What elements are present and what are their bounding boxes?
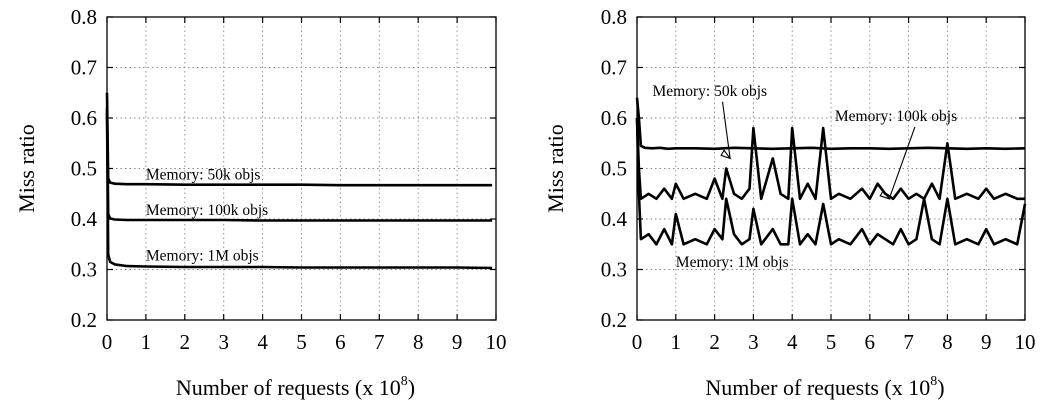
x-tick-label: 6 [865,330,876,354]
annotation-pointer [888,126,916,199]
series-annotation: Memory: 100k objs [835,108,957,125]
x-axis-label-close: ) [408,375,415,400]
series-line-2 [635,117,1025,201]
series-annotation: Memory: 100k objs [146,202,268,219]
y-tick-label: 0.7 [601,56,627,80]
y-tick-label: 0.2 [601,308,627,332]
series-line-1 [105,92,493,187]
annotation-arrowhead [720,149,732,160]
y-tick-label: 0.2 [71,308,97,332]
y-tick-label: 0.7 [71,56,97,80]
x-axis-label: Number of requests (x 108) [705,374,944,400]
y-tick-label: 0.4 [601,207,628,231]
series-annotation: Memory: 50k objs [146,167,261,184]
x-tick-label: 8 [413,330,424,354]
chart-right-memory-sizes: 0 1 2 3 4 5 6 7 8 9 10 0.2 0.3 0.4 0.5 0.6 0.7 0.8 Memory:… [543,5,1036,400]
y-axis-label: Miss ratio [14,124,39,213]
y-tick-label: 0.8 [71,5,97,29]
x-tick-label: 4 [787,330,798,354]
x-tick-label: 9 [981,330,992,354]
annotation-pointer [721,101,731,159]
x-tick-label: 7 [374,330,385,354]
y-tick-label: 0.3 [601,258,627,282]
x-tick-label: 1 [141,330,152,354]
x-tick-label: 6 [335,330,346,354]
x-tick-label: 3 [218,330,229,354]
chart-left-memory-sizes: 0 1 2 3 4 5 6 7 8 9 10 0.2 0.3 0.4 0.5 0.6 0.7 0.8 Memory:… [14,5,507,400]
series-line-1 [635,97,1026,151]
x-axis-label-main: Number of requests (x 10 [176,375,401,400]
x-axis-label-close: ) [937,375,944,400]
y-tick-label: 0.5 [601,157,627,181]
x-tick-label: 5 [826,330,837,354]
series-annotation: Memory: 1M objs [676,254,789,271]
x-tick-label: 10 [1015,330,1036,354]
x-tick-label: 4 [257,330,268,354]
x-tick-label: 7 [903,330,914,354]
series-line-3 [635,117,1027,246]
x-tick-label: 2 [709,330,720,354]
x-tick-label: 8 [942,330,953,354]
series-line-3 [105,112,493,270]
x-tick-label: 9 [452,330,463,354]
series-line-2 [105,107,493,222]
x-tick-label: 5 [296,330,307,354]
x-axis-label-exponent: 8 [401,374,408,389]
x-tick-label: 3 [748,330,759,354]
x-axis-label: Number of requests (x 108) [176,374,415,400]
y-tick-label: 0.5 [71,157,97,181]
annotation-arrowhead [879,189,891,200]
x-tick-label: 0 [102,330,113,354]
x-tick-label: 10 [486,330,507,354]
series-annotation: Memory: 50k objs [653,83,768,100]
x-tick-label: 1 [671,330,682,354]
x-tick-label: 2 [180,330,191,354]
y-tick-label: 0.8 [601,5,627,29]
y-tick-label: 0.6 [601,106,627,130]
series-annotation: Memory: 1M objs [146,247,259,264]
y-tick-label: 0.4 [71,207,98,231]
y-axis-label: Miss ratio [543,124,568,213]
x-tick-label: 0 [632,330,643,354]
x-axis-label-main: Number of requests (x 10 [705,375,930,400]
y-tick-label: 0.3 [71,258,97,282]
y-tick-label: 0.6 [71,106,97,130]
x-axis-label-exponent: 8 [930,374,937,389]
